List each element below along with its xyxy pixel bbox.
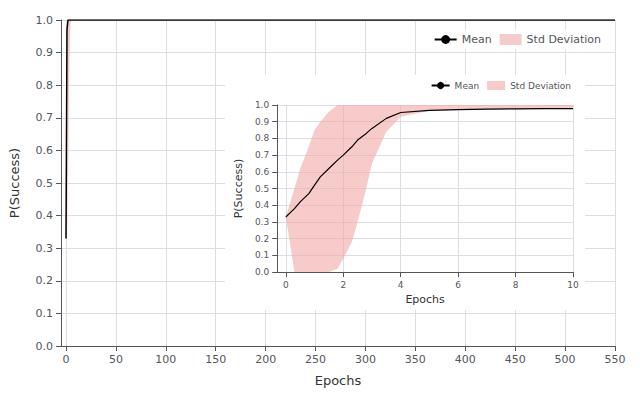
svg-text:0.2: 0.2 [255, 234, 269, 244]
svg-text:0.3: 0.3 [36, 242, 54, 255]
svg-text:450: 450 [505, 353, 526, 366]
svg-text:0.0: 0.0 [255, 267, 270, 277]
svg-text:1.0: 1.0 [255, 100, 270, 110]
svg-text:0.1: 0.1 [36, 307, 54, 320]
svg-text:Epochs: Epochs [315, 373, 362, 388]
svg-text:0.8: 0.8 [36, 79, 54, 92]
svg-text:Std Deviation: Std Deviation [527, 33, 601, 46]
svg-text:10: 10 [567, 280, 579, 290]
svg-text:250: 250 [305, 353, 326, 366]
svg-text:0.4: 0.4 [255, 200, 270, 210]
svg-text:0.6: 0.6 [36, 144, 54, 157]
svg-text:0: 0 [62, 353, 69, 366]
svg-text:200: 200 [255, 353, 276, 366]
svg-text:0.9: 0.9 [255, 117, 270, 127]
svg-text:0.5: 0.5 [36, 177, 54, 190]
svg-text:Std Deviation: Std Deviation [510, 81, 571, 91]
svg-text:8: 8 [513, 280, 519, 290]
svg-text:0.7: 0.7 [36, 111, 54, 124]
svg-text:0.7: 0.7 [255, 150, 269, 160]
svg-text:Epochs: Epochs [405, 293, 445, 306]
svg-text:P(Success): P(Success) [232, 159, 245, 219]
svg-text:50: 50 [109, 353, 123, 366]
svg-text:0.8: 0.8 [255, 133, 270, 143]
svg-text:1.0: 1.0 [36, 14, 54, 27]
svg-text:0.6: 0.6 [255, 167, 270, 177]
svg-text:350: 350 [405, 353, 426, 366]
svg-text:0.5: 0.5 [255, 184, 269, 194]
svg-text:500: 500 [555, 353, 576, 366]
svg-text:Mean: Mean [455, 81, 480, 91]
svg-text:400: 400 [455, 353, 476, 366]
svg-text:0.9: 0.9 [36, 46, 54, 59]
svg-text:300: 300 [355, 353, 376, 366]
svg-text:0.0: 0.0 [36, 340, 54, 353]
svg-text:0.3: 0.3 [255, 217, 269, 227]
svg-text:0: 0 [283, 280, 289, 290]
svg-text:4: 4 [398, 280, 404, 290]
svg-text:6: 6 [455, 280, 461, 290]
svg-text:Mean: Mean [462, 33, 492, 46]
svg-text:0.2: 0.2 [36, 274, 54, 287]
svg-text:100: 100 [155, 353, 176, 366]
svg-text:0.1: 0.1 [255, 250, 269, 260]
svg-text:550: 550 [605, 353, 626, 366]
svg-text:P(Success): P(Success) [7, 148, 22, 218]
svg-text:2: 2 [340, 280, 346, 290]
svg-text:0.4: 0.4 [36, 209, 54, 222]
svg-text:150: 150 [205, 353, 226, 366]
